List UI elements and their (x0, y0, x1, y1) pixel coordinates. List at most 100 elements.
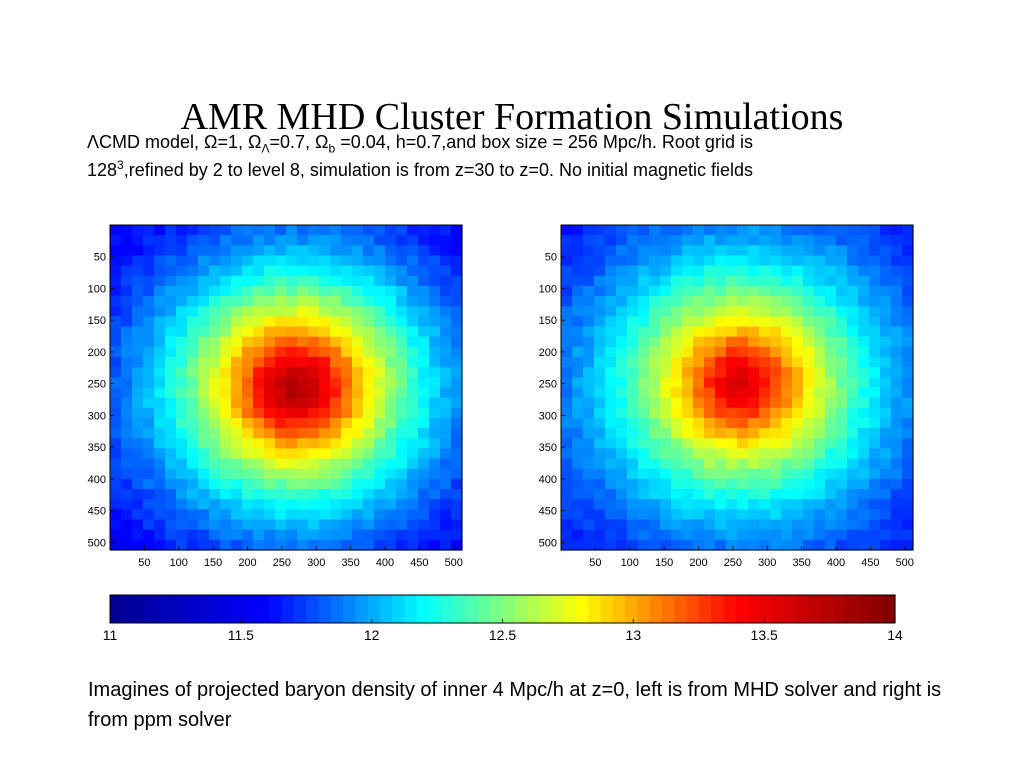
heatmap-cell (616, 346, 628, 358)
heatmap-cell (660, 336, 672, 348)
heatmap-cell (715, 265, 727, 277)
heatmap-cell (363, 316, 375, 328)
heatmap-cell (407, 316, 419, 328)
heatmap-cell (693, 499, 705, 510)
heatmap-cell (726, 387, 738, 399)
y-tick-label: 250 (539, 379, 557, 391)
heatmap-cell (143, 397, 155, 409)
heatmap-cell (748, 367, 760, 378)
heatmap-cell (418, 387, 430, 399)
heatmap-cell (154, 539, 166, 551)
heatmap-cell (693, 519, 705, 531)
heatmap-cell (264, 285, 276, 297)
heatmap-cell (220, 468, 232, 480)
heatmap-cell (891, 357, 903, 368)
heatmap-cell (132, 377, 144, 389)
heatmap-cell (385, 316, 397, 328)
heatmap-cell (132, 489, 144, 500)
heatmap-cell (429, 407, 441, 419)
heatmap-cell (440, 306, 452, 318)
heatmap-cell (374, 275, 386, 287)
heatmap-cell (308, 367, 320, 378)
heatmap-cell (814, 336, 826, 348)
heatmap-cell (858, 316, 870, 328)
heatmap-cell (308, 285, 320, 297)
heatmap-cell (209, 458, 221, 470)
heatmap-cell (770, 367, 782, 378)
heatmap-cell (814, 438, 826, 450)
heatmap-cell (660, 438, 672, 450)
heatmap-cell (770, 336, 782, 348)
heatmap-cell (616, 316, 628, 328)
heatmap-cell (594, 519, 606, 531)
heatmap-cell (781, 489, 793, 500)
heatmap-cell (682, 316, 694, 328)
heatmap-cell (671, 357, 683, 368)
heatmap-cell (869, 285, 881, 297)
heatmap-cell (671, 245, 683, 257)
heatmap-cell (198, 336, 210, 348)
heatmap-cell (187, 357, 199, 368)
heatmap-cell (858, 458, 870, 470)
heatmap-cell (748, 235, 760, 246)
heatmap-cell (154, 235, 166, 246)
heatmap-cell (253, 306, 265, 318)
heatmap-cell (902, 397, 914, 409)
heatmap-cell (209, 255, 221, 267)
heatmap-cell (594, 336, 606, 348)
heatmap-cell (253, 489, 265, 500)
heatmap-cell (825, 489, 837, 500)
heatmap-cell (143, 296, 155, 307)
heatmap-cell (110, 428, 122, 439)
heatmap-cell (726, 296, 738, 307)
heatmap-cell (396, 275, 408, 287)
heatmap-cell (726, 265, 738, 277)
heatmap-cell (616, 336, 628, 348)
heatmap-cell (286, 519, 298, 531)
heatmap-cell (451, 539, 463, 551)
heatmap-cell (836, 539, 848, 551)
heatmap-cell (275, 346, 287, 358)
heatmap-cell (858, 235, 870, 246)
heatmap-cell (847, 499, 859, 510)
heatmap-cell (693, 245, 705, 257)
heatmap-cell (891, 377, 903, 389)
heatmap-cell (814, 255, 826, 267)
heatmap-cell (638, 529, 650, 541)
heatmap-cell (649, 265, 661, 277)
heatmap-cell (121, 326, 133, 338)
heatmap-cell (869, 519, 881, 531)
heatmap-cell (407, 489, 419, 500)
heatmap-cell (440, 438, 452, 450)
heatmap-cell (319, 519, 331, 531)
heatmap-cell (704, 509, 716, 521)
heatmap-cell (638, 245, 650, 257)
heatmap-cell (638, 468, 650, 480)
heatmap-cell (649, 387, 661, 399)
heatmap-cell (671, 529, 683, 541)
heatmap-cell (891, 438, 903, 450)
heatmap-cell (363, 367, 375, 378)
heatmap-cell (330, 519, 342, 531)
heatmap-cell (176, 458, 188, 470)
heatmap-cell (132, 407, 144, 419)
heatmap-cell (693, 346, 705, 358)
heatmap-cell (231, 539, 243, 551)
heatmap-cell (143, 438, 155, 450)
heatmap-cell (583, 438, 595, 450)
heatmap-cell (627, 468, 639, 480)
heatmap-cell (561, 336, 573, 348)
heatmap-cell (319, 468, 331, 480)
heatmap-cell (176, 519, 188, 531)
heatmap-cell (737, 377, 749, 389)
heatmap-cell (594, 438, 606, 450)
heatmap-cell (748, 397, 760, 409)
heatmap-cell (682, 245, 694, 257)
heatmap-cell (198, 296, 210, 307)
heatmap-cell (451, 316, 463, 328)
colorbar-segment (330, 595, 344, 623)
heatmap-cell (363, 235, 375, 246)
heatmap-cell (682, 346, 694, 358)
heatmap-cell (858, 417, 870, 429)
heatmap-cell (429, 387, 441, 399)
